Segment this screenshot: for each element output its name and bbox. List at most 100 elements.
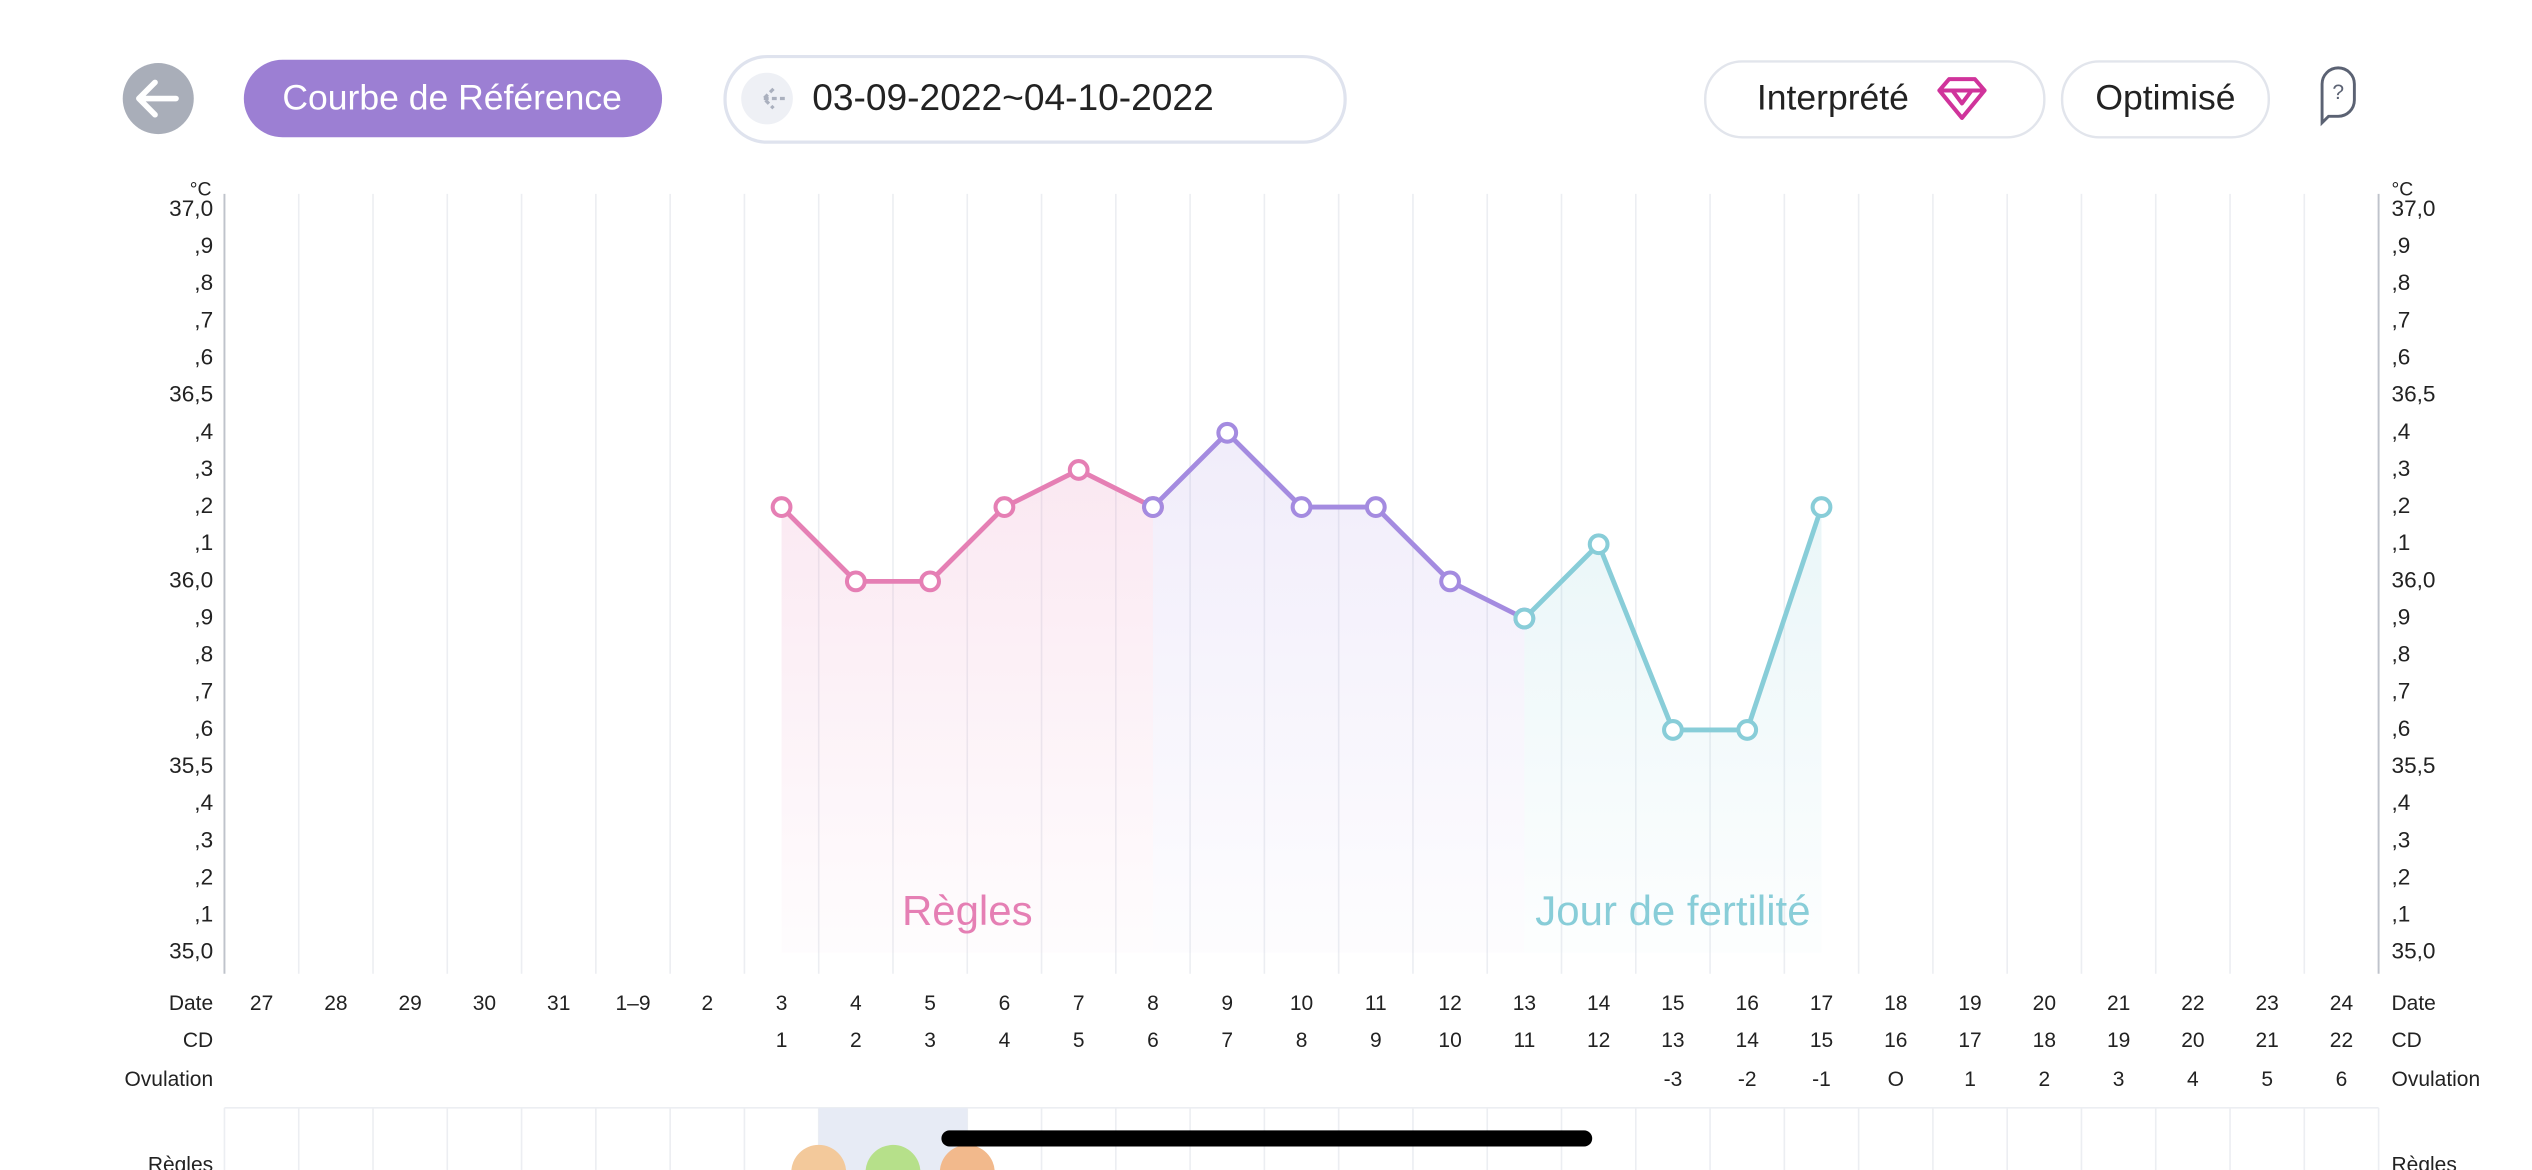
date-range: 03-09-2022~04-10-2022: [812, 76, 1214, 118]
point: [1662, 719, 1684, 741]
row-label: Date: [169, 992, 213, 1015]
cd-label: 7: [1221, 1029, 1233, 1052]
cd-label: 1: [776, 1029, 788, 1052]
point: [1587, 533, 1610, 556]
point: [1736, 719, 1759, 741]
y-tick-label: ,8: [194, 642, 213, 667]
home-indicator: [941, 1130, 1593, 1147]
cd-label: 21: [2256, 1029, 2279, 1052]
x-tick-label: 15: [1661, 992, 1684, 1015]
x-tick-label: 14: [1587, 992, 1611, 1015]
y-unit: °C: [190, 179, 212, 201]
reference-label: Courbe de Référence: [282, 78, 622, 118]
y-tick-label: ,6: [194, 716, 213, 741]
y2-tick-label: 35,0: [2392, 939, 2436, 964]
y2-tick-label: ,7: [2392, 307, 2411, 332]
x-tick-label: 13: [1513, 992, 1536, 1015]
x-tick-label: 22: [2181, 992, 2204, 1015]
cd-label: 17: [1958, 1029, 1981, 1052]
cd-label: 15: [1810, 1029, 1833, 1052]
mood-icon: [791, 1144, 847, 1170]
y2-unit: °C: [2392, 179, 2414, 201]
y-tick-label: 35,5: [169, 753, 213, 778]
y2-tick-label: 37,0: [2392, 196, 2436, 221]
y-tick-label: 36,5: [169, 382, 213, 407]
point: [1142, 496, 1164, 518]
y2-tick-label: ,3: [2392, 827, 2411, 852]
cd-label: 11: [1513, 1029, 1535, 1052]
x-tick-label: 17: [1810, 992, 1833, 1015]
cd-label: 16: [1884, 1029, 1907, 1052]
y-tick-label: ,1: [194, 902, 213, 927]
y-tick-label: ,3: [194, 456, 213, 481]
x-tick-label: 6: [999, 992, 1011, 1015]
point: [919, 570, 942, 593]
cd-label: 8: [1296, 1029, 1308, 1052]
line: [1151, 430, 1526, 621]
point: [770, 496, 793, 518]
cd-label: 20: [2181, 1029, 2204, 1052]
bottom-row-label-right: Règles: [2392, 1153, 2457, 1170]
ovulation-label: 6: [2336, 1068, 2348, 1091]
x-tick-label: 21: [2107, 992, 2130, 1015]
point: [844, 570, 867, 593]
cd-label: 19: [2107, 1029, 2130, 1052]
x-tick-label: 12: [1438, 992, 1461, 1015]
area: [1152, 432, 1525, 953]
y-tick-label: ,4: [194, 790, 213, 815]
x-tick-label: 9: [1221, 992, 1233, 1015]
y-tick-label: 36,0: [169, 567, 213, 592]
y-tick-label: ,9: [194, 604, 213, 629]
ovulation-label: -2: [1738, 1068, 1757, 1091]
x-tick-label: 20: [2033, 992, 2056, 1015]
svg-text:?: ?: [2332, 81, 2344, 104]
x-tick-label: 4: [850, 992, 862, 1015]
ovulation-label: O: [1888, 1068, 1904, 1091]
y2-tick-label: ,3: [2392, 456, 2411, 481]
reference-button[interactable]: Courbe de Référence: [243, 59, 663, 138]
y-tick-label: ,7: [194, 307, 213, 332]
y2-tick-label: ,4: [2392, 419, 2411, 444]
y-tick-label: ,9: [194, 233, 213, 258]
optimized-button[interactable]: Optimisé: [2060, 60, 2270, 139]
ovulation-label: 3: [2113, 1068, 2125, 1091]
back-button[interactable]: [122, 63, 194, 135]
date-range-selector[interactable]: 03-09-2022~04-10-2022: [723, 54, 1347, 144]
help-button[interactable]: ?: [2320, 66, 2356, 127]
ovulation-label: 4: [2187, 1068, 2199, 1091]
line: [779, 467, 1155, 584]
row-label-right: Ovulation: [2392, 1068, 2481, 1091]
cd-label: 6: [1147, 1029, 1159, 1052]
phase-label: Règles: [902, 887, 1033, 934]
x-tick-label: 30: [473, 992, 496, 1015]
cd-label: 2: [850, 1029, 862, 1052]
x-tick-label: 18: [1884, 992, 1907, 1015]
y2-tick-label: ,9: [2392, 604, 2411, 629]
x-tick-label: 8: [1147, 992, 1159, 1015]
area: [781, 469, 1153, 953]
row-label-right: Date: [2392, 992, 2436, 1015]
y2-tick-label: ,7: [2392, 679, 2411, 704]
x-tick-label: 11: [1365, 992, 1387, 1015]
x-tick-label: 5: [924, 992, 936, 1015]
y-tick-label: ,4: [194, 419, 213, 444]
y2-tick-label: 35,5: [2392, 753, 2436, 778]
plot: °C °C37,0 37,0,9,9,8,8,7,7,6,636,5 36,5,4,4…: [124, 179, 2480, 1170]
point: [1810, 496, 1833, 518]
ovulation-label: 2: [2038, 1068, 2050, 1091]
point: [1513, 607, 1536, 630]
point: [1067, 459, 1090, 481]
ovulation-label: 1: [1964, 1068, 1976, 1091]
optimized-label: Optimisé: [2095, 78, 2235, 118]
y2-tick-label: ,6: [2392, 344, 2411, 369]
cd-label: 9: [1370, 1029, 1382, 1052]
y-tick-label: 37,0: [169, 196, 213, 221]
y-tick-label: ,6: [194, 344, 213, 369]
point: [1364, 496, 1387, 518]
mood-icon: [939, 1144, 995, 1170]
y2-tick-label: 36,0: [2392, 567, 2436, 592]
x-tick-label: 31: [547, 992, 570, 1015]
cd-label: 14: [1736, 1029, 1760, 1052]
interpreted-button[interactable]: Interprété: [1704, 60, 2046, 139]
